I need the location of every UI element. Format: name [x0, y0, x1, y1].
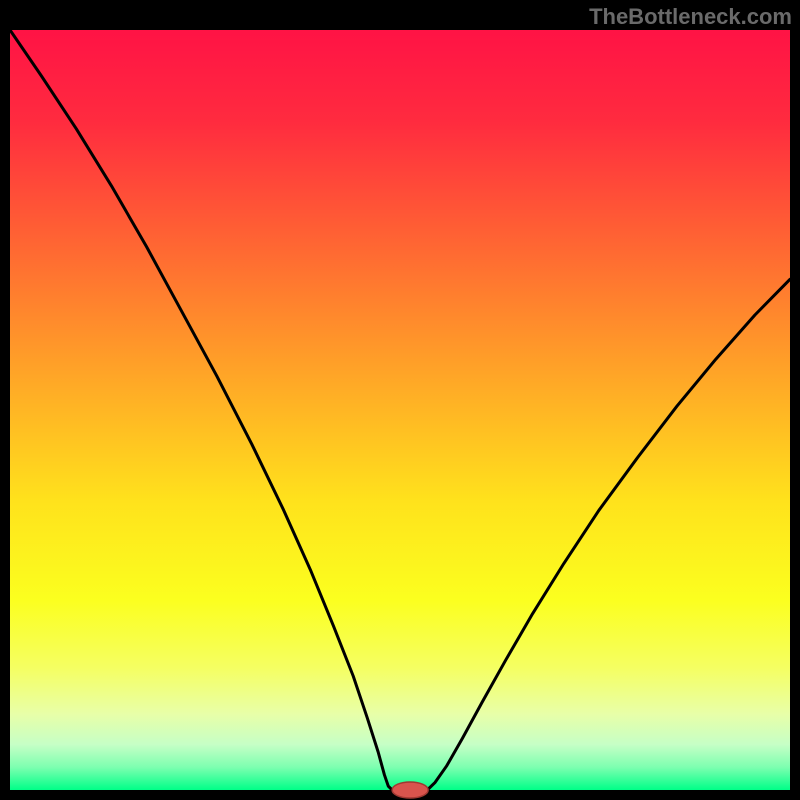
- bottleneck-chart: TheBottleneck.com: [0, 0, 800, 800]
- optimal-point-marker: [392, 782, 428, 798]
- attribution-label: TheBottleneck.com: [589, 4, 792, 30]
- chart-svg: [0, 0, 800, 800]
